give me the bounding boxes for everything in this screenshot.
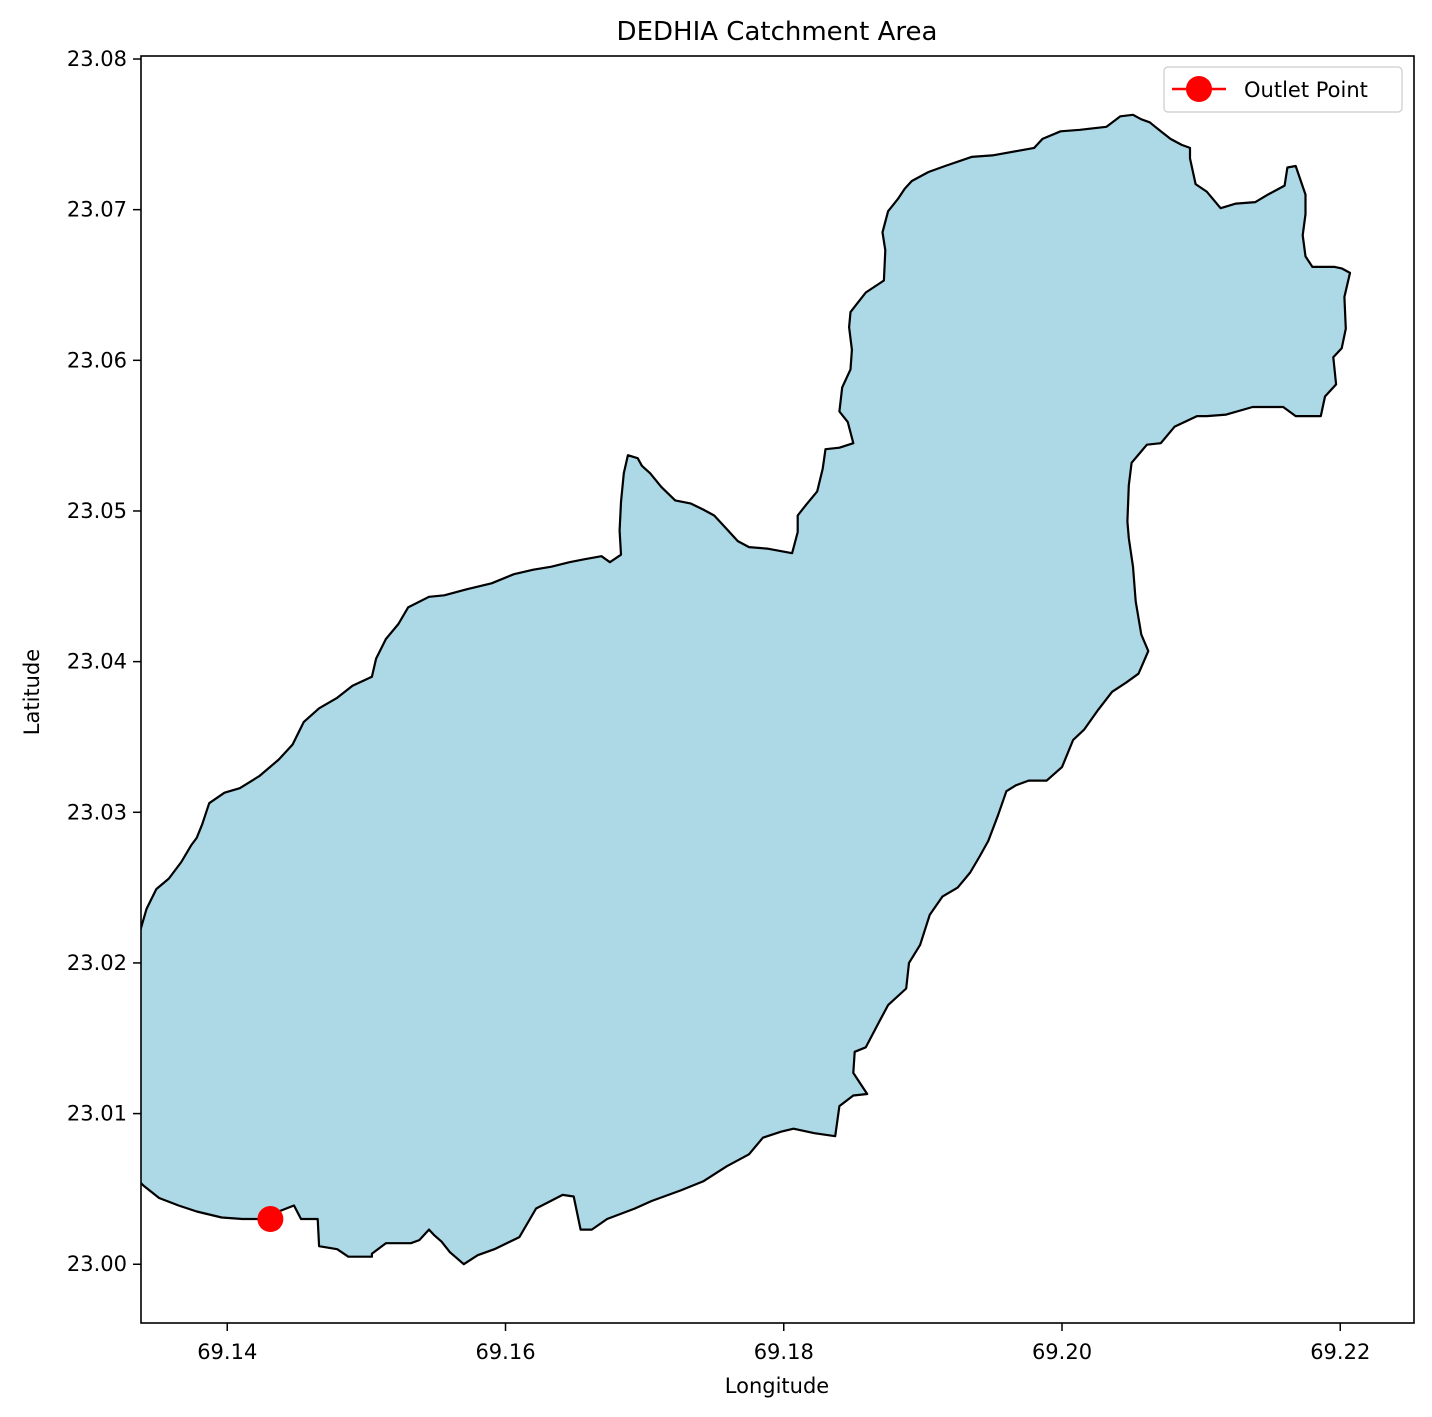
y-tick-label: 23.01: [67, 1102, 127, 1126]
y-tick-label: 23.04: [67, 650, 127, 674]
y-tick-label: 23.06: [67, 348, 127, 372]
plot-area: [140, 55, 1415, 1324]
x-tick-label: 69.20: [1032, 1340, 1092, 1364]
legend-frame: [1163, 66, 1403, 113]
y-tick-label: 23.02: [67, 951, 127, 975]
y-axis: 23.00 23.01 23.02 23.03 23.04 23.05 23.06 23.07…: [67, 47, 141, 1276]
x-tick-label: 69.16: [475, 1340, 535, 1364]
y-tick-label: 23.00: [67, 1252, 127, 1276]
y-tick-label: 23.08: [67, 47, 127, 71]
x-tick-label: 69.22: [1310, 1340, 1370, 1364]
x-tick-label: 69.14: [197, 1340, 257, 1364]
y-tick-label: 23.03: [67, 800, 127, 824]
legend-marker-swatch: [1186, 76, 1212, 102]
catchment-polygon: [141, 113, 1352, 1266]
y-axis-label: Latitude: [20, 649, 44, 735]
axes-frame: [140, 55, 1415, 1324]
x-axis: 69.14 69.16 69.18 69.20 69.22: [197, 1323, 1370, 1364]
y-tick-label: 23.05: [67, 499, 127, 523]
x-axis-label: Longitude: [725, 1374, 829, 1398]
map-title: DEDHIA Catchment Area: [617, 17, 938, 47]
y-tick-label: 23.07: [67, 198, 127, 222]
legend: Outlet Point: [1163, 66, 1403, 113]
outlet-point-marker[interactable]: [257, 1206, 284, 1233]
x-tick-label: 69.18: [754, 1340, 814, 1364]
legend-label-outlet-point: Outlet Point: [1244, 78, 1368, 102]
